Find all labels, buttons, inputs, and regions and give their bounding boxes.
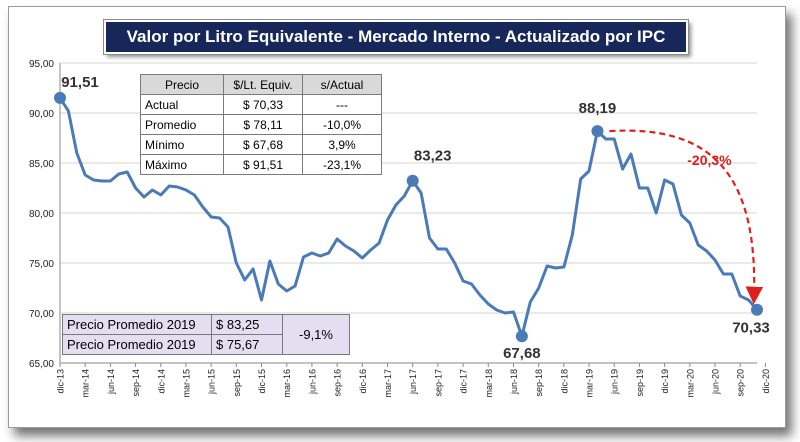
row-change: -10,0% bbox=[302, 114, 382, 135]
row-change: --- bbox=[302, 94, 382, 115]
y-tick-label: 75,00 bbox=[29, 259, 54, 270]
avg-label: Precio Promedio 2019 bbox=[62, 334, 212, 355]
chart-frame bbox=[8, 6, 786, 428]
row-label: Actual bbox=[140, 94, 224, 115]
data-point bbox=[591, 125, 604, 138]
avg-value: $ 75,67 bbox=[211, 334, 283, 355]
x-tick-label: dic-18 bbox=[559, 369, 569, 394]
x-tick-label: jun-14 bbox=[106, 369, 116, 395]
x-tick-label: mar-19 bbox=[585, 369, 595, 398]
x-tick-label: dic-13 bbox=[56, 369, 66, 394]
data-label: 88,19 bbox=[579, 100, 617, 117]
table-row: Precio Promedio 2019 $ 75,67 bbox=[62, 334, 350, 355]
chart-axes bbox=[59, 63, 757, 364]
x-tick-label: jun-16 bbox=[307, 369, 317, 395]
data-label: 67,68 bbox=[503, 345, 541, 362]
x-tick-label: dic-16 bbox=[358, 369, 368, 394]
x-tick-label: dic-17 bbox=[459, 369, 469, 394]
table-row: Promedio $ 78,11 -10,0% bbox=[140, 114, 382, 135]
table-header-row: Precio $/Lt. Equiv. s/Actual bbox=[140, 74, 382, 95]
data-label: 70,33 bbox=[732, 320, 770, 337]
x-tick-label: mar-20 bbox=[685, 369, 695, 398]
row-price: $ 67,68 bbox=[223, 134, 303, 155]
x-tick-label: jun-17 bbox=[408, 369, 418, 395]
x-tick-label: sep-20 bbox=[736, 369, 746, 397]
drop-arrow bbox=[609, 129, 764, 305]
row-price: $ 91,51 bbox=[223, 154, 303, 175]
row-change: -23,1% bbox=[302, 154, 382, 175]
x-tick-label: mar-15 bbox=[181, 369, 191, 398]
header-cell: Precio bbox=[140, 74, 224, 95]
x-tick-label: sep-18 bbox=[534, 369, 544, 397]
drop-annotation: -20,3% bbox=[609, 129, 764, 305]
header-cell: $/Lt. Equiv. bbox=[223, 74, 303, 95]
y-tick-label: 85,00 bbox=[29, 159, 54, 170]
row-price: $ 78,11 bbox=[223, 114, 303, 135]
avg-value: $ 83,25 bbox=[211, 314, 283, 335]
y-axis-ticks: 65,00 70,00 75,00 80,00 85,00 90,00 95,00 bbox=[29, 59, 54, 370]
x-tick-label: sep-14 bbox=[131, 369, 141, 397]
row-label: Mínimo bbox=[140, 134, 224, 155]
y-tick-label: 90,00 bbox=[29, 109, 54, 120]
table-row: Mínimo $ 67,68 3,9% bbox=[140, 134, 382, 155]
x-tick-label: mar-16 bbox=[282, 369, 292, 398]
yearly-average-table: Precio Promedio 2019 $ 83,25 -9,1% Preci… bbox=[62, 314, 350, 355]
x-tick-label: jun-19 bbox=[610, 369, 620, 395]
x-tick-label: jun-15 bbox=[207, 369, 217, 395]
x-tick-label: dic-20 bbox=[761, 369, 771, 394]
header-cell: s/Actual bbox=[302, 74, 382, 95]
x-tick-label: mar-14 bbox=[81, 369, 91, 398]
data-label: 91,51 bbox=[61, 74, 99, 91]
y-tick-label: 95,00 bbox=[29, 59, 54, 70]
chart-title: Valor por Litro Equivalente - Mercado In… bbox=[103, 19, 689, 55]
row-change: 3,9% bbox=[302, 134, 382, 155]
x-tick-label: sep-16 bbox=[333, 369, 343, 397]
x-tick-label: mar-17 bbox=[383, 369, 393, 398]
y-tick-label: 65,00 bbox=[29, 359, 54, 370]
x-tick-label: sep-17 bbox=[433, 369, 443, 397]
x-tick-label: dic-14 bbox=[156, 369, 166, 394]
table-row: Máximo $ 91,51 -23,1% bbox=[140, 154, 382, 175]
data-point bbox=[54, 91, 66, 104]
highlight-points: 91,51 83,23 67,68 88,19 70,33 bbox=[54, 74, 770, 362]
y-tick-label: 70,00 bbox=[29, 309, 54, 320]
x-tick-label: sep-15 bbox=[232, 369, 242, 397]
x-tick-label: jun-18 bbox=[509, 369, 519, 395]
data-point bbox=[515, 330, 528, 343]
data-point bbox=[406, 174, 419, 187]
y-tick-label: 80,00 bbox=[29, 209, 54, 220]
row-label: Máximo bbox=[140, 154, 224, 175]
data-point bbox=[751, 303, 763, 316]
series-line bbox=[58, 97, 759, 338]
table-row: Precio Promedio 2019 $ 83,25 -9,1% bbox=[62, 314, 350, 355]
avg-change: -9,1% bbox=[282, 314, 350, 355]
table-row: Actual $ 70,33 --- bbox=[140, 94, 382, 115]
x-tick-label: mar-18 bbox=[484, 369, 494, 398]
data-label: 83,23 bbox=[414, 148, 452, 165]
row-label: Promedio bbox=[140, 114, 224, 135]
row-price: $ 70,33 bbox=[223, 94, 303, 115]
price-summary-table: Precio $/Lt. Equiv. s/Actual Actual $ 70… bbox=[140, 74, 382, 175]
drop-label: -20,3% bbox=[687, 152, 732, 168]
x-tick-label: dic-15 bbox=[257, 369, 267, 394]
x-tick-label: jun-20 bbox=[711, 369, 721, 395]
x-tick-label: sep-19 bbox=[635, 369, 645, 397]
avg-label: Precio Promedio 2019 bbox=[62, 314, 212, 335]
x-axis-ticks: dic-13 mar-14 jun-14 sep-14 dic-14 mar-15 jun-… bbox=[56, 363, 771, 398]
price-series bbox=[58, 97, 759, 338]
x-tick-label: dic-19 bbox=[660, 369, 670, 394]
